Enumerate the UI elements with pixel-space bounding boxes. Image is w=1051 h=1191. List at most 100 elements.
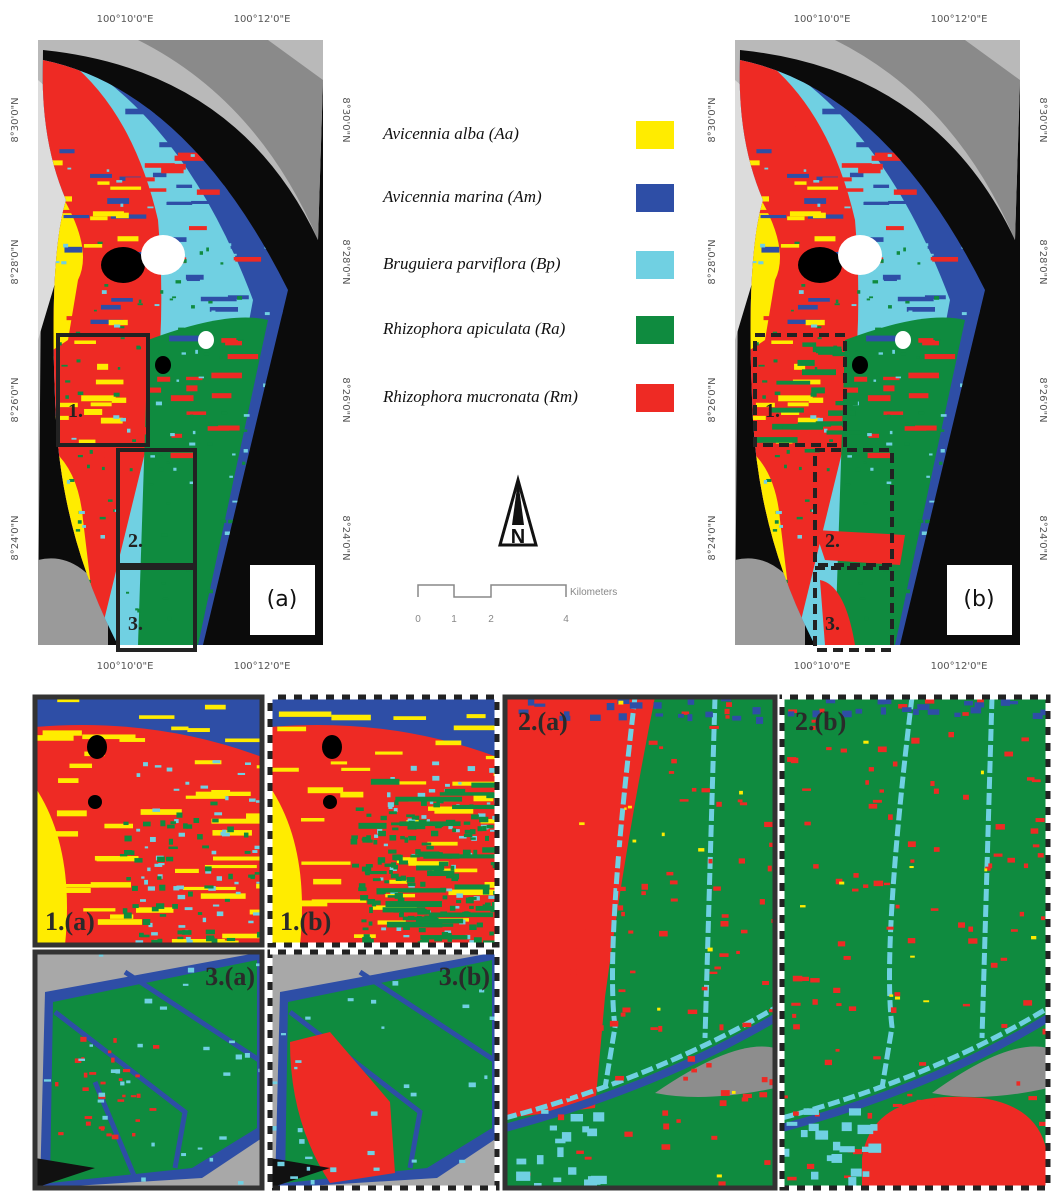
class-pixel <box>762 380 767 382</box>
class-pixel <box>78 1059 85 1061</box>
class-streak <box>139 715 174 719</box>
class-pixel <box>189 443 195 446</box>
class-pixel <box>185 782 189 785</box>
class-pixel <box>238 1181 244 1184</box>
class-pixel <box>811 324 817 327</box>
class-pixel <box>471 814 479 819</box>
class-pixel <box>407 826 414 829</box>
panel-label: (a) <box>267 587 298 612</box>
class-pixel <box>1020 912 1024 917</box>
water-body <box>87 735 107 759</box>
class-streak <box>436 741 462 746</box>
class-pixel <box>610 1021 619 1027</box>
class-pixel <box>759 1092 767 1097</box>
class-pixel <box>680 799 689 801</box>
class-pixel <box>225 531 230 535</box>
class-pixel <box>847 455 852 457</box>
class-pixel <box>426 846 433 850</box>
class-streak <box>427 871 454 876</box>
class-pixel <box>875 328 881 331</box>
class-pixel <box>568 1167 576 1174</box>
class-streak <box>43 730 82 735</box>
class-pixel <box>738 799 743 802</box>
class-streak <box>277 727 306 732</box>
class-streak <box>798 360 815 366</box>
class-pixel <box>605 875 614 879</box>
class-streak <box>65 126 99 131</box>
class-streak <box>358 823 386 829</box>
class-streak <box>98 310 121 316</box>
class-streak <box>205 705 226 710</box>
class-streak <box>87 452 105 458</box>
class-streak <box>205 865 257 868</box>
class-streak <box>827 430 862 434</box>
class-streak <box>84 409 102 415</box>
class-pixel <box>774 359 778 362</box>
class-streak <box>117 427 147 433</box>
legend-swatch <box>636 384 674 412</box>
class-pixel <box>929 1105 934 1109</box>
class-pixel <box>618 701 623 705</box>
class-pixel <box>432 776 439 781</box>
class-streak <box>79 440 96 444</box>
class-streak <box>118 236 139 241</box>
class-pixel <box>928 254 934 256</box>
class-pixel <box>916 278 921 280</box>
class-pixel <box>692 788 697 792</box>
class-pixel <box>429 789 435 792</box>
class-pixel <box>1023 1000 1032 1005</box>
class-pixel <box>836 1003 841 1006</box>
class-pixel <box>941 449 945 453</box>
class-pixel <box>863 741 868 744</box>
class-pixel <box>458 782 461 785</box>
class-pixel <box>795 242 800 244</box>
class-streak <box>64 215 90 218</box>
class-streak <box>157 377 170 382</box>
class-pixel <box>848 1177 856 1186</box>
class-pixel <box>1001 958 1007 961</box>
class-pixel <box>124 836 131 842</box>
class-pixel <box>241 429 247 431</box>
class-pixel <box>853 873 858 878</box>
class-pixel <box>222 833 230 837</box>
class-pixel <box>252 850 257 853</box>
class-pixel <box>178 895 186 899</box>
class-pixel <box>61 261 66 264</box>
class-pixel <box>740 802 747 805</box>
class-streak <box>101 305 121 310</box>
class-pixel <box>688 1010 698 1014</box>
class-pixel <box>603 887 611 892</box>
class-pixel <box>887 927 894 930</box>
class-pixel <box>1036 818 1045 822</box>
zoom-box-label: 3. <box>825 613 840 635</box>
class-pixel <box>167 617 171 621</box>
class-pixel <box>732 1091 736 1094</box>
class-pixel <box>557 1147 563 1157</box>
class-pixel <box>817 418 823 422</box>
class-pixel <box>418 793 426 797</box>
class-pixel <box>384 844 388 847</box>
class-pixel <box>917 262 920 264</box>
class-pixel <box>888 305 892 308</box>
class-pixel <box>305 1017 310 1020</box>
class-pixel <box>881 707 886 714</box>
class-pixel <box>144 880 148 885</box>
class-pixel <box>844 956 851 960</box>
class-pixel <box>391 822 400 825</box>
class-pixel <box>1001 1024 1007 1028</box>
class-pixel <box>797 517 803 519</box>
class-pixel <box>809 1124 819 1131</box>
class-streak <box>119 738 145 742</box>
class-streak <box>340 792 363 798</box>
class-pixel <box>469 1082 476 1087</box>
class-pixel <box>585 929 592 933</box>
class-streak <box>399 821 460 826</box>
class-streak <box>850 173 863 177</box>
class-pixel <box>576 1151 584 1154</box>
class-pixel <box>537 792 544 797</box>
class-pixel <box>725 709 730 714</box>
class-pixel <box>593 1112 604 1121</box>
class-streak <box>331 761 347 764</box>
class-streak <box>197 189 220 194</box>
class-pixel <box>773 529 777 532</box>
